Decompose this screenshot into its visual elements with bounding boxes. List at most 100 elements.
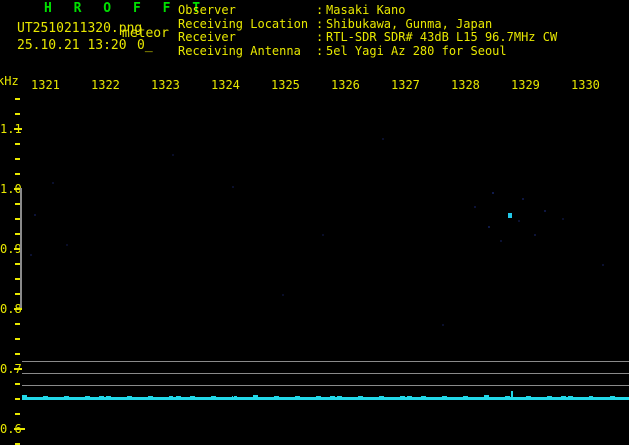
noise-pixel [172, 154, 174, 156]
info-row: Receiving Antenna:5el Yagi Az 280 for Se… [178, 44, 557, 59]
noise-floor-segment [589, 396, 594, 400]
noise-floor-segment [36, 397, 41, 400]
y-axis-minor-tick [15, 218, 20, 220]
y-axis-minor-tick [15, 233, 20, 235]
x-axis-tick-label: 1324 [211, 78, 240, 92]
x-axis-tick-label: 1322 [91, 78, 120, 92]
noise-floor-segment [344, 397, 349, 400]
y-axis-minor-tick [15, 353, 20, 355]
y-axis-major-tick [14, 368, 25, 370]
noise-floor-segment [99, 396, 104, 400]
y-axis-unit-label: kHz [0, 74, 19, 88]
gridline [22, 385, 629, 386]
x-axis-baseline-tick [473, 393, 474, 397]
y-axis-major-tick [14, 308, 25, 310]
info-value: Shibukawa, Gunma, Japan [326, 16, 493, 31]
x-axis-baseline-tick [293, 393, 294, 397]
noise-pixel [66, 244, 68, 246]
noise-floor-segment [64, 396, 69, 400]
spectrogram-plot[interactable] [22, 94, 629, 400]
y-axis-minor-tick [15, 143, 20, 145]
noise-floor-segment [554, 397, 559, 400]
noise-floor-segment [204, 397, 209, 400]
noise-floor-segment [491, 397, 496, 400]
noise-floor-segment [323, 397, 328, 400]
x-axis-tick-label: 1328 [451, 78, 480, 92]
noise-floor-segment [316, 396, 321, 400]
noise-pixel [282, 294, 284, 296]
noise-floor-segment [351, 397, 356, 400]
noise-floor-segment [477, 397, 482, 400]
noise-pixel [442, 324, 444, 326]
noise-floor-segment [435, 397, 440, 400]
noise-floor-segment [50, 397, 55, 400]
noise-floor-segment [295, 396, 300, 400]
noise-floor-segment [239, 397, 244, 400]
info-row: Receiving Location: Shibukawa, Gunma, Jap… [178, 16, 557, 32]
y-axis-tick-label: 0.7 [0, 362, 22, 376]
noise-floor-segment [596, 397, 601, 400]
noise-floor-segment [414, 397, 419, 400]
noise-floor-segment [547, 396, 552, 400]
y-axis-tick-label: 1.0 [0, 182, 22, 196]
noise-floor-segment [85, 396, 90, 400]
noise-floor-segment [484, 395, 489, 400]
info-colon: : [316, 16, 324, 31]
noise-floor-segment [379, 396, 384, 400]
x-axis-baseline-tick [53, 393, 54, 397]
noise-floor-segment [134, 397, 139, 400]
echo-count-label: 0_ [137, 38, 153, 53]
noise-floor-segment [232, 396, 237, 400]
noise-pixel [522, 198, 524, 200]
noise-floor-segment [393, 397, 398, 400]
gridline [22, 373, 629, 374]
noise-pixel [322, 234, 324, 236]
noise-pixel [562, 218, 564, 220]
y-axis-minor-tick [15, 173, 20, 175]
y-axis-minor-tick [15, 338, 20, 340]
noise-pixel [232, 186, 234, 188]
y-axis-minor-tick [15, 158, 20, 160]
noise-floor-segment [211, 396, 216, 400]
noise-floor-segment [498, 397, 503, 400]
noise-floor-segment [183, 397, 188, 400]
noise-floor-segment [190, 396, 195, 400]
info-row: Observer: Masaki Kano [178, 3, 557, 18]
noise-floor-segment [267, 397, 272, 400]
info-label: Receiver [178, 30, 236, 44]
x-axis-tick-label: 1326 [331, 78, 360, 92]
noise-floor-segment [449, 397, 454, 400]
y-axis-major-tick [14, 128, 25, 130]
x-axis-baseline-tick [593, 393, 594, 397]
noise-pixel [534, 234, 536, 236]
noise-floor-segment [337, 396, 342, 400]
noise-floor-segment [260, 397, 265, 400]
noise-pixel [602, 264, 604, 266]
noise-floor-segment [106, 396, 111, 400]
noise-pixel [500, 240, 502, 242]
y-axis-tick-label: 0.8 [0, 302, 22, 316]
y-axis-minor-tick [15, 263, 20, 265]
x-axis-tick-label: 1321 [31, 78, 60, 92]
noise-floor-segment [400, 396, 405, 400]
noise-floor-segment [29, 397, 34, 400]
noise-floor-segment [43, 396, 48, 400]
y-axis-minor-tick [15, 113, 20, 115]
noise-floor-segment [533, 397, 538, 400]
noise-pixel [52, 182, 54, 184]
x-axis-baseline-tick [233, 393, 234, 397]
noise-floor-segment [22, 395, 27, 400]
noise-floor-segment [78, 397, 83, 400]
noise-floor-segment [456, 397, 461, 400]
noise-floor-segment [470, 397, 475, 400]
noise-pixel [518, 220, 520, 222]
noise-pixel [474, 206, 476, 208]
noise-floor-segment [330, 396, 335, 400]
info-value: RTL-SDR SDR# 43dB L15 96.7MHz CW [326, 30, 558, 44]
noise-floor-segment [421, 396, 426, 400]
noise-pixel [34, 214, 36, 216]
station-info-block: Observer: Masaki Kano Receiving Location: S… [178, 3, 558, 59]
noise-floor-segment [512, 397, 517, 400]
x-axis-baseline-tick [113, 393, 114, 397]
